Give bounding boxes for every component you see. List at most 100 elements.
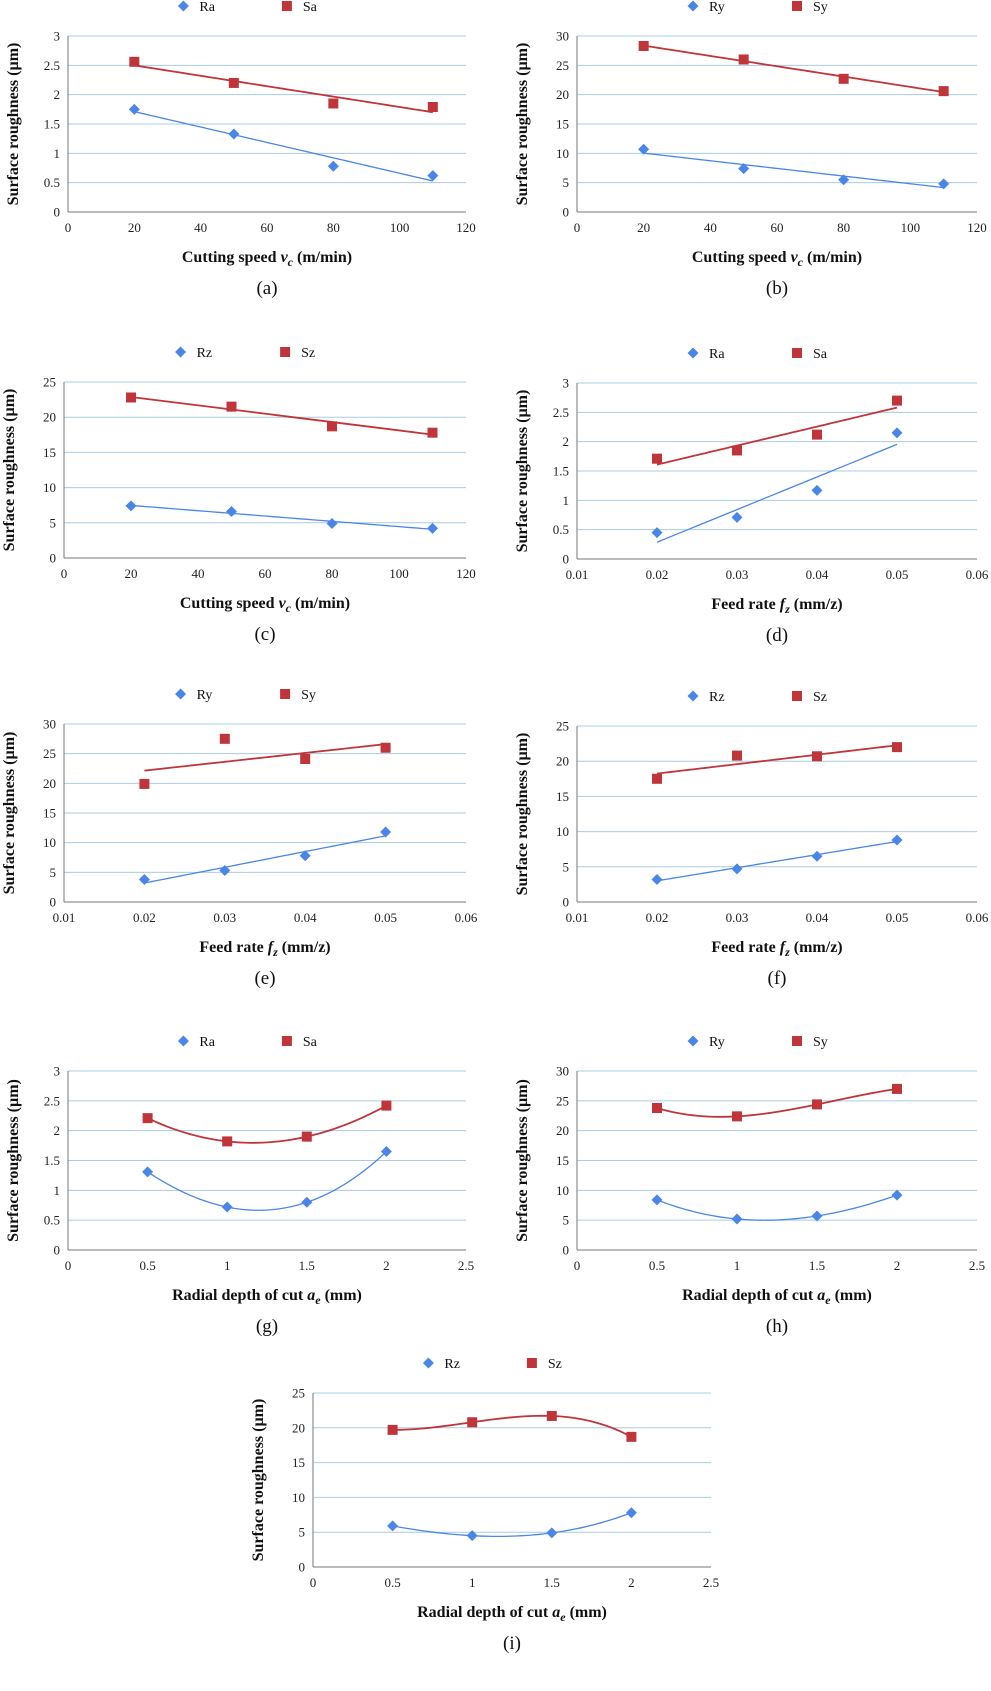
legend-marker-sz [280,347,291,357]
legend-marker-rz [687,690,699,702]
x-tick-label: 2.5 [969,1258,985,1273]
y-tick-label: 2.5 [44,1093,60,1108]
chart-panel-h: 0 5 10 15 20 25 30 0 0.5 1 1.5 2 2.5 Surface roughnes… [514,1035,985,1337]
legend-label-sa: Sa [303,0,318,15]
data-point-ra [128,103,140,115]
x-tick-label: 40 [192,566,205,581]
data-point-ry [651,1194,663,1206]
trendline-ra [656,443,898,543]
x-tick-label: 1.5 [544,1575,560,1590]
trendline-ry [643,152,944,189]
panel-label: (f) [768,968,787,989]
y-tick-label: 20 [556,754,569,769]
data-point-sa [812,429,822,440]
y-tick-label: 15 [292,1455,305,1470]
y-tick-label: 30 [43,717,56,732]
x-tick-label: 0.01 [566,910,589,925]
y-tick-label: 10 [292,1490,305,1505]
y-tick-label: 0 [563,895,570,910]
x-tick-label: 40 [704,220,717,235]
y-tick-label: 1.5 [44,1153,60,1168]
y-tick-label: 5 [50,865,57,880]
x-axis-title: Radial depth of cut ae (mm) [172,1287,362,1307]
trendline-sy [656,1088,898,1118]
data-point-rz [811,850,823,862]
data-point-sz [812,751,822,762]
y-tick-label: 15 [556,1153,569,1168]
x-tick-label: 1 [469,1575,476,1590]
data-point-rz [387,1520,399,1532]
y-axis-title: Surface roughness (µm) [1,732,18,895]
y-axis-title: Surface roughness (µm) [1,389,18,552]
x-axis-title: Cutting speed vc (m/min) [692,249,862,269]
data-point-ry [219,865,231,877]
data-point-sy [652,1102,662,1113]
data-point-sy [638,40,649,51]
data-point-ra [301,1196,313,1208]
data-point-ry [938,178,950,190]
data-point-sy [732,1111,742,1122]
x-tick-label: 0 [65,1258,72,1273]
x-tick-label: 0.5 [384,1575,400,1590]
x-tick-label: 0.03 [213,910,236,925]
data-point-sy [838,73,849,84]
x-tick-label: 0.04 [294,910,317,925]
data-point-sy [300,754,311,765]
legend-marker-ra [687,347,699,359]
y-tick-label: 0.5 [553,522,569,537]
data-point-rz [731,863,743,875]
data-point-sa [328,98,339,109]
y-tick-label: 0 [563,1243,570,1258]
data-point-ra [891,427,903,439]
x-tick-label: 80 [327,220,340,235]
y-tick-label: 25 [292,1386,305,1401]
data-point-ry [138,873,150,885]
x-tick-label: 20 [125,566,138,581]
y-tick-label: 1.5 [44,117,60,132]
data-point-ry [638,143,650,155]
x-tick-label: 60 [771,220,784,235]
x-tick-label: 0 [310,1575,317,1590]
x-tick-label: 0.04 [806,910,829,925]
legend-label-sa: Sa [303,1035,318,1050]
y-tick-label: 0 [299,1560,306,1575]
legend-label-sa: Sa [813,347,828,362]
x-tick-label: 0.03 [726,567,749,582]
y-tick-label: 2 [54,87,61,102]
y-tick-label: 5 [563,1213,570,1228]
legend-marker-sz [792,691,802,701]
y-tick-label: 5 [50,515,57,530]
data-point-sz [126,392,136,403]
x-axis-title: Cutting speed vc (m/min) [182,249,352,269]
trendline-rz [656,840,898,882]
x-tick-label: 120 [456,566,476,581]
legend-label-sz: Sz [813,690,827,705]
data-point-sy [139,778,150,789]
legend-label-ra: Ra [199,0,215,15]
x-tick-label: 0.02 [646,910,669,925]
legend-marker-sy [792,1,802,11]
data-point-sz [732,750,742,761]
x-axis-title: Feed rate fz (mm/z) [199,939,330,959]
x-axis-title: Feed rate fz (mm/z) [711,596,842,616]
legend-marker-ry [687,0,699,12]
x-tick-label: 0.04 [806,567,829,582]
y-axis-title: Surface roughness (µm) [5,1079,22,1242]
x-tick-label: 2 [628,1575,635,1590]
x-axis-title: Cutting speed vc (m/min) [180,595,350,615]
x-tick-label: 60 [259,566,272,581]
x-tick-label: 0.05 [886,910,909,925]
y-tick-label: 3 [54,29,61,44]
trendline-sz [656,744,898,775]
y-tick-label: 0 [54,1243,61,1258]
panel-label: (a) [256,278,277,299]
chart-panel-c: 0 5 10 15 20 25 0 20 40 60 80 100 120 Surface roughne… [1,346,476,645]
y-tick-label: 5 [563,175,570,190]
x-axis-title: Radial depth of cut ae (mm) [682,1287,872,1307]
data-point-sz [546,1410,557,1421]
data-point-ra [380,1146,392,1158]
trendline-rz [392,1512,632,1538]
data-point-ra [142,1166,154,1178]
chart-panel-b: 0 5 10 15 20 25 30 0 20 40 60 80 100 120 Surface rough… [514,0,987,299]
x-tick-label: 0.05 [374,910,397,925]
